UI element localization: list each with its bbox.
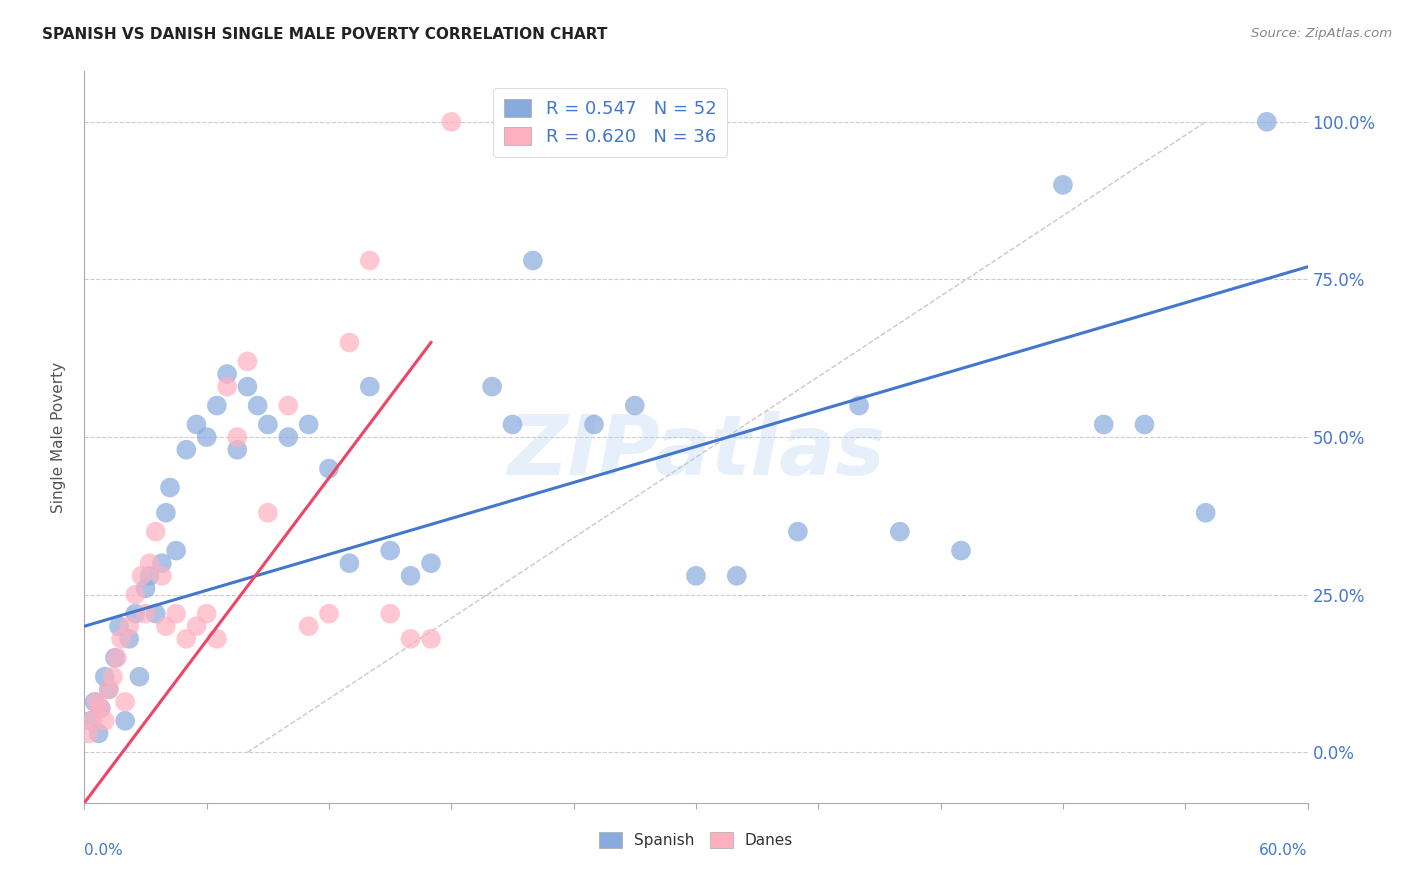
- Point: [114, 695, 136, 709]
- Point: [246, 399, 269, 413]
- Point: [440, 115, 463, 129]
- Point: [217, 367, 239, 381]
- Point: [97, 682, 120, 697]
- Point: [318, 461, 340, 475]
- Point: [277, 430, 299, 444]
- Point: [420, 632, 443, 646]
- Point: [77, 726, 100, 740]
- Point: [339, 556, 361, 570]
- Point: [165, 543, 187, 558]
- Point: [155, 619, 177, 633]
- Point: [174, 632, 197, 646]
- Text: 60.0%: 60.0%: [1260, 843, 1308, 858]
- Point: [104, 650, 127, 665]
- Point: [226, 430, 249, 444]
- Point: [624, 399, 647, 413]
- Point: [950, 543, 973, 558]
- Point: [257, 506, 280, 520]
- Point: [236, 354, 259, 368]
- Point: [145, 607, 167, 621]
- Point: [138, 556, 160, 570]
- Y-axis label: Single Male Poverty: Single Male Poverty: [51, 361, 66, 513]
- Point: [90, 701, 112, 715]
- Point: [205, 632, 228, 646]
- Point: [114, 714, 136, 728]
- Point: [93, 714, 115, 728]
- Point: [150, 556, 173, 570]
- Point: [97, 682, 120, 697]
- Point: [725, 569, 748, 583]
- Point: [195, 430, 218, 444]
- Point: [86, 695, 108, 709]
- Point: [298, 417, 321, 432]
- Point: [138, 569, 160, 583]
- Point: [205, 399, 228, 413]
- Point: [298, 619, 321, 633]
- Point: [889, 524, 911, 539]
- Point: [131, 569, 153, 583]
- Point: [118, 619, 141, 633]
- Point: [186, 619, 208, 633]
- Point: [87, 726, 110, 740]
- Point: [685, 569, 707, 583]
- Point: [135, 582, 157, 596]
- Point: [1092, 417, 1115, 432]
- Point: [359, 379, 381, 393]
- Text: SPANISH VS DANISH SINGLE MALE POVERTY CORRELATION CHART: SPANISH VS DANISH SINGLE MALE POVERTY CO…: [42, 27, 607, 42]
- Point: [186, 417, 208, 432]
- Point: [93, 670, 115, 684]
- Point: [359, 253, 381, 268]
- Point: [105, 650, 128, 665]
- Point: [159, 481, 181, 495]
- Point: [108, 619, 131, 633]
- Point: [1052, 178, 1074, 192]
- Point: [339, 335, 361, 350]
- Point: [380, 607, 402, 621]
- Point: [257, 417, 280, 432]
- Point: [420, 556, 443, 570]
- Point: [90, 701, 112, 715]
- Point: [82, 714, 104, 728]
- Point: [118, 632, 141, 646]
- Point: [110, 632, 132, 646]
- Point: [1195, 506, 1218, 520]
- Point: [399, 569, 422, 583]
- Point: [787, 524, 810, 539]
- Point: [583, 417, 606, 432]
- Point: [150, 569, 173, 583]
- Point: [1256, 115, 1278, 129]
- Text: ZIPatlas: ZIPatlas: [508, 411, 884, 492]
- Point: [217, 379, 239, 393]
- Point: [522, 253, 544, 268]
- Point: [236, 379, 259, 393]
- Point: [128, 670, 150, 684]
- Point: [1133, 417, 1156, 432]
- Point: [135, 607, 157, 621]
- Point: [124, 588, 146, 602]
- Point: [502, 417, 524, 432]
- Point: [226, 442, 249, 457]
- Point: [277, 399, 299, 413]
- Point: [481, 379, 503, 393]
- Legend: Spanish, Danes: Spanish, Danes: [589, 823, 803, 857]
- Point: [79, 714, 101, 728]
- Point: [124, 607, 146, 621]
- Point: [165, 607, 187, 621]
- Point: [848, 399, 870, 413]
- Point: [155, 506, 177, 520]
- Point: [83, 695, 105, 709]
- Point: [195, 607, 218, 621]
- Text: Source: ZipAtlas.com: Source: ZipAtlas.com: [1251, 27, 1392, 40]
- Point: [380, 543, 402, 558]
- Point: [318, 607, 340, 621]
- Point: [145, 524, 167, 539]
- Point: [399, 632, 422, 646]
- Point: [101, 670, 124, 684]
- Text: 0.0%: 0.0%: [84, 843, 124, 858]
- Point: [174, 442, 197, 457]
